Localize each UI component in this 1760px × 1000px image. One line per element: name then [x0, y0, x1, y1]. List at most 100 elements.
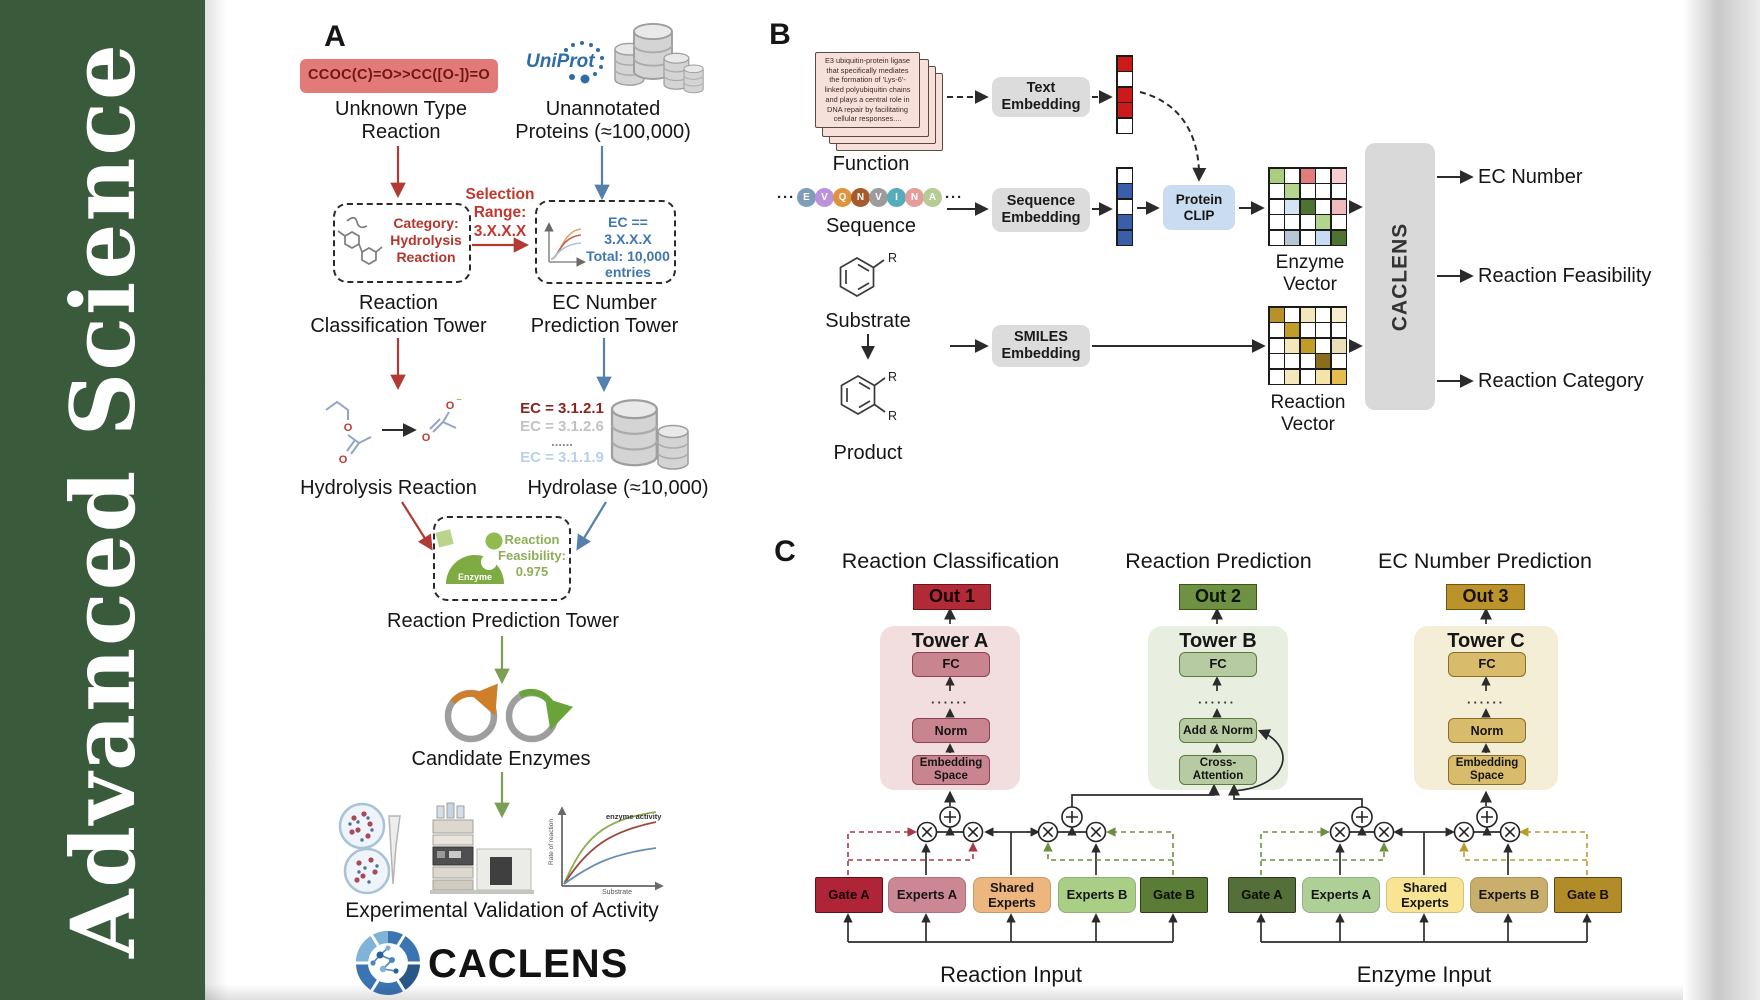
- sequence-embedding-box: Sequence Embedding: [992, 188, 1090, 232]
- substituent-r-label: R: [888, 251, 897, 265]
- tower-c-dots: ······: [1467, 695, 1505, 710]
- substituent-r-label: R: [888, 409, 897, 423]
- reaction-experts-b-box: Experts B: [1058, 877, 1136, 913]
- matrix-cell: [1285, 168, 1299, 183]
- function-card-text: E3 ubiquitin-protein ligase that specifi…: [824, 55, 911, 124]
- tower-a-dots: ······: [931, 695, 969, 710]
- tower-b-add-norm: Add & Norm: [1179, 718, 1257, 743]
- header-reaction-prediction: Reaction Prediction: [1125, 549, 1312, 573]
- matrix-cell: [1269, 323, 1284, 337]
- enzyme-vector-matrix: [1268, 167, 1347, 246]
- tower-b-fc: FC: [1179, 652, 1257, 677]
- matrix-cell: [1269, 230, 1284, 245]
- matrix-cell: [1285, 199, 1299, 214]
- matrix-cell: [1269, 354, 1284, 368]
- oxygen-anion-label: O: [446, 400, 455, 412]
- selection-range-label: Selection Range: 3.X.X.X: [465, 186, 535, 240]
- vector-cell: [1117, 87, 1132, 102]
- reaction-experts-a-box: Experts A: [888, 877, 966, 913]
- function-label: Function: [832, 153, 910, 175]
- ec-result-ellipsis: ......: [551, 434, 573, 449]
- matrix-cell: [1331, 215, 1346, 229]
- out2-box: Out 2: [1179, 584, 1257, 610]
- matrix-cell: [1300, 307, 1315, 322]
- flow-arrows-panel-a: [390, 146, 612, 819]
- sequence-label: Sequence: [825, 215, 917, 237]
- vector-cell: [1117, 72, 1132, 86]
- matrix-cell: [1285, 354, 1299, 368]
- tower-b-cross-attention: Cross- Attention: [1179, 755, 1257, 785]
- ec-result-line-1: EC = 3.1.2.1: [520, 400, 604, 417]
- tower-b-dots: ······: [1198, 695, 1236, 710]
- residue-circle: Q: [833, 188, 852, 207]
- smiles-reaction-box: CCOC(C)=O>>CC([O-])=O: [300, 59, 498, 93]
- caclens-logo-icon: [354, 931, 422, 995]
- matrix-cell: [1285, 323, 1299, 337]
- enzyme-vector-label: Enzyme Vector: [1275, 252, 1345, 295]
- tower-a-embedding-space: Embedding Space: [912, 755, 990, 785]
- out1-box: Out 1: [913, 584, 991, 610]
- matrix-cell: [1316, 323, 1330, 337]
- gate-dashed-lines: [847, 827, 1588, 875]
- residue-circle: V: [815, 188, 834, 207]
- residue-circle: N: [905, 188, 924, 207]
- text-embedding-vector: [1116, 55, 1133, 134]
- panel-a-letter: A: [324, 20, 346, 53]
- matrix-cell: [1316, 184, 1330, 198]
- matrix-cell: [1285, 307, 1299, 322]
- caclens-model-label: CACLENS: [1387, 222, 1411, 331]
- tower-a-title: Tower A: [911, 630, 989, 652]
- out3-box: Out 3: [1446, 584, 1525, 610]
- matrix-cell: [1285, 215, 1299, 229]
- tower-c-title: Tower C: [1447, 630, 1525, 652]
- oxygen-atom-label: O: [344, 422, 353, 434]
- matrix-cell: [1269, 215, 1284, 229]
- vector-cell: [1117, 103, 1132, 117]
- matrix-cell: [1316, 354, 1330, 368]
- vector-cell: [1117, 168, 1132, 183]
- reaction-shared-experts-box: Shared Experts: [973, 877, 1051, 913]
- enzyme-shared-experts-box: Shared Experts: [1386, 877, 1464, 913]
- reaction-vector-matrix: [1268, 306, 1347, 385]
- tower-c-norm: Norm: [1448, 718, 1526, 743]
- matrix-cell: [1285, 230, 1299, 245]
- caclens-wordmark: CACLENS: [428, 942, 629, 986]
- molecule-chain-icon: [337, 216, 383, 265]
- matrix-cell: [1331, 199, 1346, 214]
- uniprot-logo-text: UniProt: [526, 51, 595, 72]
- matrix-cell: [1285, 369, 1299, 384]
- protein-clip-box: Protein CLIP: [1163, 185, 1235, 230]
- enzyme-experts-a-box: Experts A: [1302, 877, 1380, 913]
- matrix-cell: [1316, 338, 1330, 353]
- output-reaction-feasibility: Reaction Feasibility: [1478, 265, 1652, 287]
- panel-b-letter: B: [769, 18, 791, 51]
- sequence-ellipsis-left: ···: [777, 189, 795, 206]
- header-ec-number-prediction: EC Number Prediction: [1378, 549, 1592, 573]
- tower-b-title: Tower B: [1179, 630, 1257, 652]
- matrix-cell: [1300, 230, 1315, 245]
- tower-a-fc: FC: [912, 652, 990, 677]
- prediction-tower-label: Reaction Prediction Tower: [387, 610, 619, 632]
- matrix-cell: [1285, 184, 1299, 198]
- text-embedding-box: Text Embedding: [992, 77, 1090, 117]
- uniprot-logo-dots: [564, 41, 604, 84]
- category-hydrolysis-label: Category: Hydrolysis Reaction: [390, 215, 462, 265]
- enzyme-gate-b-box: Gate B: [1554, 877, 1622, 913]
- ec-tower-label: EC Number Prediction Tower: [530, 292, 679, 337]
- matrix-cell: [1269, 199, 1284, 214]
- benzene-substrate-icon: R: [839, 251, 897, 297]
- matrix-cell: [1331, 184, 1346, 198]
- matrix-cell: [1331, 354, 1346, 368]
- matrix-cell: [1269, 369, 1284, 384]
- classification-tower-label: Reaction Classification Tower: [310, 292, 487, 337]
- enzyme-icon-label: Enzyme: [458, 572, 492, 582]
- hplc-instrument-icon: [430, 802, 534, 894]
- matrix-cell: [1316, 307, 1330, 322]
- tower-c-fc: FC: [1448, 652, 1526, 677]
- sequence-ellipsis-right: ···: [945, 189, 963, 206]
- ec-result-line-2: EC = 3.1.2.6: [520, 418, 604, 435]
- candidate-enzymes-label: Candidate Enzymes: [411, 748, 591, 770]
- panel-c-letter: C: [774, 535, 796, 568]
